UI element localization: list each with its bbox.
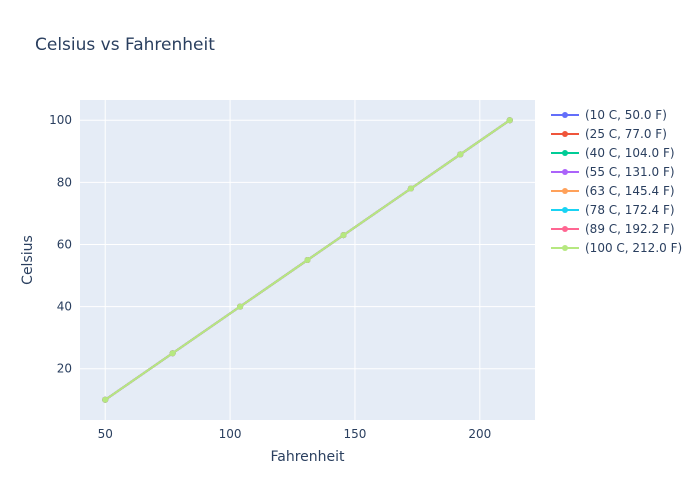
chart-title: Celsius vs Fahrenheit bbox=[35, 35, 215, 55]
legend-swatch-marker bbox=[562, 169, 568, 175]
legend-swatch-marker bbox=[562, 188, 568, 194]
x-tick-label: 100 bbox=[219, 427, 242, 441]
y-tick-label: 20 bbox=[57, 362, 72, 376]
y-tick-label: 60 bbox=[57, 237, 72, 251]
y-axis-title: Celsius bbox=[20, 235, 36, 285]
legend-swatch-marker bbox=[562, 131, 568, 137]
legend-label: (78 C, 172.4 F) bbox=[585, 203, 675, 217]
data-point[interactable] bbox=[407, 185, 414, 192]
legend: (10 C, 50.0 F) (25 C, 77.0 F) (40 C, 104.0… bbox=[551, 108, 682, 255]
data-point[interactable] bbox=[237, 303, 244, 310]
x-axis-title: Fahrenheit bbox=[270, 449, 345, 465]
data-point[interactable] bbox=[457, 151, 464, 158]
grid bbox=[80, 100, 535, 420]
legend-item[interactable]: (25 C, 77.0 F) bbox=[551, 127, 667, 141]
x-axis-ticks: 50 100 150 200 bbox=[98, 427, 492, 441]
legend-item[interactable]: (63 C, 145.4 F) bbox=[551, 184, 675, 198]
data-point[interactable] bbox=[340, 232, 347, 239]
y-tick-label: 80 bbox=[57, 175, 72, 189]
x-tick-label: 200 bbox=[468, 427, 491, 441]
data-point[interactable] bbox=[304, 257, 311, 263]
x-tick-label: 150 bbox=[343, 427, 366, 441]
legend-label: (10 C, 50.0 F) bbox=[585, 108, 667, 122]
data-point[interactable] bbox=[169, 350, 176, 357]
legend-label: (63 C, 145.4 F) bbox=[585, 184, 675, 198]
y-axis-ticks: 20 40 60 80 100 bbox=[49, 113, 72, 376]
legend-label: (55 C, 131.0 F) bbox=[585, 165, 675, 179]
legend-item[interactable]: (78 C, 172.4 F) bbox=[551, 203, 675, 217]
legend-label: (89 C, 192.2 F) bbox=[585, 222, 675, 236]
legend-item[interactable]: (100 C, 212.0 F) bbox=[551, 241, 682, 255]
series-layer bbox=[102, 117, 513, 403]
legend-item[interactable]: (40 C, 104.0 F) bbox=[551, 146, 675, 160]
y-tick-label: 40 bbox=[57, 300, 72, 314]
legend-label: (40 C, 104.0 F) bbox=[585, 146, 675, 160]
data-point[interactable] bbox=[102, 396, 109, 403]
legend-swatch-marker bbox=[562, 226, 568, 232]
legend-item[interactable]: (89 C, 192.2 F) bbox=[551, 222, 675, 236]
legend-item[interactable]: (55 C, 131.0 F) bbox=[551, 165, 675, 179]
data-point[interactable] bbox=[506, 117, 513, 124]
legend-swatch-marker bbox=[562, 112, 568, 118]
y-tick-label: 100 bbox=[49, 113, 72, 127]
legend-item[interactable]: (10 C, 50.0 F) bbox=[551, 108, 667, 122]
legend-swatch-marker bbox=[562, 150, 568, 156]
legend-label: (25 C, 77.0 F) bbox=[585, 127, 667, 141]
series-line bbox=[104, 119, 511, 401]
legend-swatch-marker bbox=[562, 207, 568, 213]
series bbox=[102, 117, 513, 403]
legend-label: (100 C, 212.0 F) bbox=[585, 241, 682, 255]
legend-swatch-marker bbox=[562, 245, 568, 251]
x-tick-label: 50 bbox=[98, 427, 113, 441]
